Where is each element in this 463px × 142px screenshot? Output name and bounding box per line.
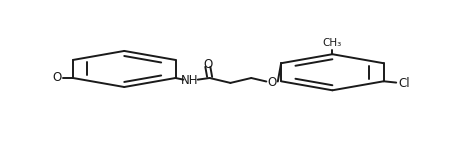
Text: O: O [268, 76, 277, 89]
Text: O: O [52, 72, 62, 84]
Text: CH₃: CH₃ [323, 38, 342, 48]
Text: NH: NH [181, 74, 199, 87]
Text: O: O [203, 58, 213, 71]
Text: Cl: Cl [398, 77, 410, 90]
